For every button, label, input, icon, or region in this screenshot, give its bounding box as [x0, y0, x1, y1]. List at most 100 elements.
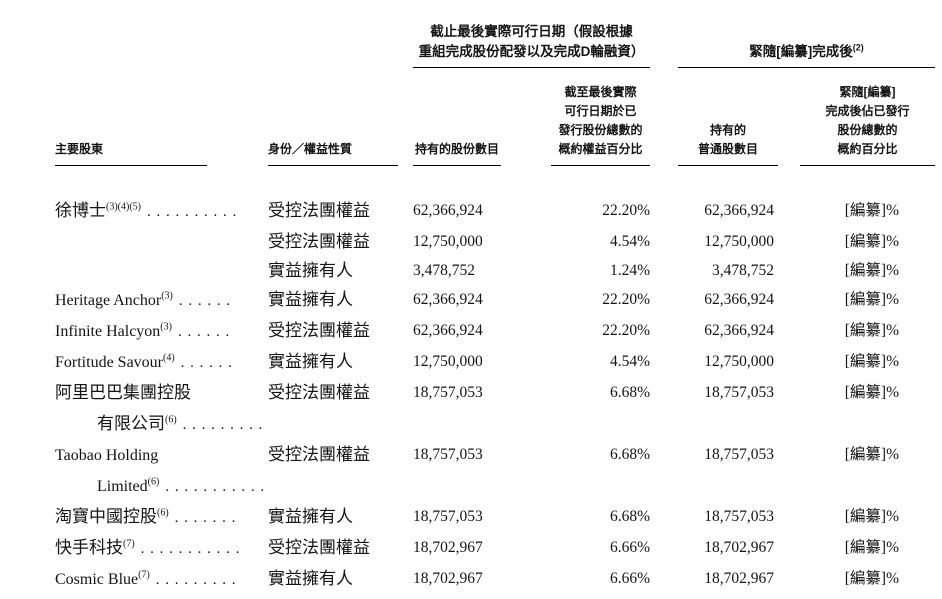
column-header-ordinary-cell: 持有的 普通股數目	[650, 68, 778, 166]
identity-cell: 實益擁有人	[268, 290, 353, 309]
spacer-row	[55, 166, 935, 196]
group-header-asof: 截止最後實際可行日期（假設根據 重組完成股份配發以及完成D輪融資）	[413, 22, 650, 68]
pct-asof-cell: 6.68%	[609, 508, 650, 525]
table-row: 實益擁有人 3,478,752 1.24% 3,478,752 [編纂]%	[55, 256, 935, 285]
group-header-asof-line1: 截止最後實際可行日期（假設根據	[430, 24, 633, 39]
table-row: 快手科技(7). . . . . . . . . . . 受控法團權益 18,7…	[55, 533, 935, 564]
shareholder-name-cell	[55, 256, 268, 285]
pct-post-cell: [編纂]%	[844, 508, 899, 525]
ordinary-shares-cell: 62,366,924	[704, 322, 774, 339]
shares-held-cell: 18,702,967	[413, 570, 483, 587]
group-header-empty	[55, 22, 268, 68]
table-row: 徐博士(3)(4)(5). . . . . . . . . . 受控法團權益 6…	[55, 196, 935, 227]
column-header-pct-post: 緊隨[編纂] 完成後佔已發行 股份總數的 概約百分比	[800, 83, 935, 166]
table-row: 淘寶中國控股(6). . . . . . . 實益擁有人 18,757,053 …	[55, 502, 935, 533]
group-header-row: 截止最後實際可行日期（假設根據 重組完成股份配發以及完成D輪融資） 緊隨[編纂]…	[55, 22, 935, 68]
pct-post-cell: [編纂]%	[844, 446, 899, 463]
pct-post-cell: [編纂]%	[844, 233, 899, 250]
pct-post-cell: [編纂]%	[844, 539, 899, 556]
shareholder-name-cell: Taobao Holding Limited(6). . . . . . . .…	[55, 440, 268, 502]
ordinary-shares-cell: 62,366,924	[704, 202, 774, 219]
identity-cell: 受控法團權益	[268, 201, 370, 220]
ordinary-shares-cell: 3,478,752	[712, 262, 774, 279]
table-body: 徐博士(3)(4)(5). . . . . . . . . . 受控法團權益 6…	[55, 196, 935, 595]
shareholder-name: 徐博士(3)(4)(5). . . . . . . . . .	[55, 201, 238, 220]
table-row: 阿里巴巴集團控股 有限公司(6). . . . . . . . . 受控法團權益…	[55, 378, 935, 440]
column-header-pct-asof: 截至最後實際 可行日期於已 發行股份總數的 概約權益百分比	[551, 83, 650, 166]
column-header-shareholder: 主要股東	[55, 140, 207, 166]
pct-post-cell: [編纂]%	[844, 291, 899, 308]
column-header-pct-asof-cell: 截至最後實際 可行日期於已 發行股份總數的 概約權益百分比	[501, 68, 650, 166]
shareholder-name: 阿里巴巴集團控股	[55, 383, 191, 402]
shareholder-name-cell: Infinite Halcyon(3). . . . . .	[55, 316, 268, 347]
shareholder-name: 淘寶中國控股(6). . . . . . .	[55, 507, 237, 526]
group-header-post-footnote: (2)	[852, 42, 864, 53]
shareholder-name-cell: 徐博士(3)(4)(5). . . . . . . . . .	[55, 196, 268, 227]
shareholder-name-cell: 淘寶中國控股(6). . . . . . .	[55, 502, 268, 533]
shares-held-cell: 18,757,053	[413, 508, 483, 525]
identity-cell: 實益擁有人	[268, 261, 353, 280]
ordinary-shares-cell: 18,757,053	[704, 446, 774, 463]
pct-asof-cell: 6.68%	[609, 384, 650, 401]
group-header-post-text: 緊隨[編纂]完成後	[749, 44, 853, 59]
identity-cell: 實益擁有人	[268, 507, 353, 526]
identity-cell: 實益擁有人	[268, 352, 353, 371]
shareholder-name-continued: Limited(6). . . . . . . . . . .	[97, 476, 266, 495]
shareholder-name-cell: Heritage Anchor(3). . . . . .	[55, 285, 268, 316]
ordinary-shares-cell: 18,702,967	[704, 570, 774, 587]
shareholding-table: 截止最後實際可行日期（假設根據 重組完成股份配發以及完成D輪融資） 緊隨[編纂]…	[55, 22, 935, 595]
shareholder-name: Heritage Anchor(3). . . . . .	[55, 290, 232, 309]
shares-held-cell: 12,750,000	[413, 353, 483, 370]
identity-cell: 受控法團權益	[268, 538, 370, 557]
group-header-empty	[268, 22, 413, 68]
pct-post-cell: [編纂]%	[844, 262, 899, 279]
pct-asof-cell: 22.20%	[602, 322, 650, 339]
identity-cell: 受控法團權益	[268, 321, 370, 340]
column-header-pct-post-cell: 緊隨[編纂] 完成後佔已發行 股份總數的 概約百分比	[778, 68, 935, 166]
pct-asof-cell: 22.20%	[602, 291, 650, 308]
pct-post-cell: [編纂]%	[844, 202, 899, 219]
pct-post-cell: [編纂]%	[844, 384, 899, 401]
group-header-post: 緊隨[編纂]完成後(2)	[650, 22, 935, 68]
pct-asof-cell: 6.68%	[609, 446, 650, 463]
table-row: Taobao Holding Limited(6). . . . . . . .…	[55, 440, 935, 502]
shareholder-name-cell: 阿里巴巴集團控股 有限公司(6). . . . . . . . .	[55, 378, 268, 440]
shares-held-cell: 18,757,053	[413, 446, 483, 463]
shareholder-name: Cosmic Blue(7). . . . . . . . .	[55, 569, 237, 588]
column-header-shareholder-cell: 主要股東	[55, 68, 268, 166]
shares-held-cell: 18,757,053	[413, 384, 483, 401]
shareholder-name-cell: Fortitude Savour(4). . . . . .	[55, 347, 268, 378]
ordinary-shares-cell: 62,366,924	[704, 291, 774, 308]
pct-asof-cell: 4.54%	[609, 353, 650, 370]
table-row: Infinite Halcyon(3). . . . . . 受控法團權益 62…	[55, 316, 935, 347]
pct-post-cell: [編纂]%	[844, 322, 899, 339]
shareholder-name-cell	[55, 227, 268, 256]
column-header-row: 主要股東 身份／權益性質 持有的股份數目 截至最後實際 可行日期於已 發行股份總…	[55, 68, 935, 166]
shareholder-name: Taobao Holding	[55, 447, 159, 464]
column-header-ordinary: 持有的 普通股數目	[678, 121, 778, 166]
shares-held-cell: 18,702,967	[413, 539, 483, 556]
shares-held-cell: 62,366,924	[413, 202, 483, 219]
shares-held-cell: 62,366,924	[413, 322, 483, 339]
identity-cell: 受控法團權益	[268, 383, 370, 402]
table-row: Cosmic Blue(7). . . . . . . . . 實益擁有人 18…	[55, 564, 935, 595]
identity-cell: 受控法團權益	[268, 232, 370, 251]
table-row: Heritage Anchor(3). . . . . . 實益擁有人 62,3…	[55, 285, 935, 316]
shares-held-cell: 12,750,000	[413, 233, 483, 250]
column-header-identity-cell: 身份／權益性質	[268, 68, 413, 166]
shareholder-name-cell: 快手科技(7). . . . . . . . . . .	[55, 533, 268, 564]
shareholder-name: 快手科技(7). . . . . . . . . . .	[55, 538, 241, 557]
pct-asof-cell: 6.66%	[609, 539, 650, 556]
ordinary-shares-cell: 12,750,000	[704, 353, 774, 370]
group-header-asof-line2: 重組完成股份配發以及完成D輪融資）	[418, 44, 645, 59]
pct-post-cell: [編纂]%	[844, 570, 899, 587]
shareholder-name-continued: 有限公司(6). . . . . . . . .	[97, 414, 264, 433]
pct-post-cell: [編纂]%	[844, 353, 899, 370]
shares-held-cell: 62,366,924	[413, 291, 483, 308]
column-header-shares: 持有的股份數目	[413, 140, 501, 166]
table-row: 受控法團權益 12,750,000 4.54% 12,750,000 [編纂]%	[55, 227, 935, 256]
table-row: Fortitude Savour(4). . . . . . 實益擁有人 12,…	[55, 347, 935, 378]
shareholder-name: Infinite Halcyon(3). . . . . .	[55, 321, 231, 340]
identity-cell: 受控法團權益	[268, 445, 370, 464]
